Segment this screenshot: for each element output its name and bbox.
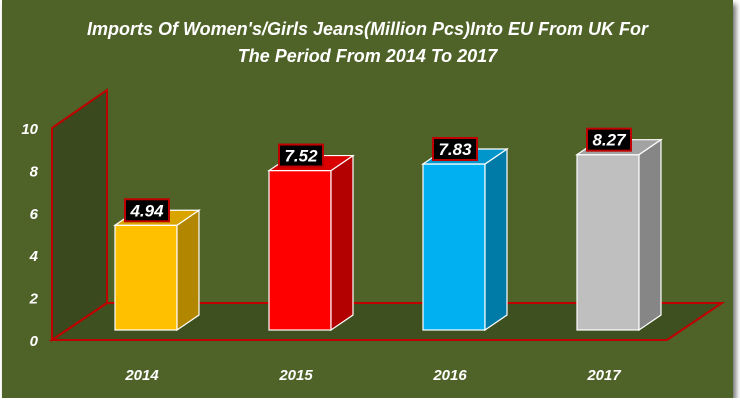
x-tick-label: 2016 (432, 367, 467, 384)
floor (48, 302, 726, 341)
bar-2014 (114, 224, 178, 331)
bar-2015 (268, 169, 332, 331)
bar-side-2014 (176, 209, 200, 332)
y-tick-label: 10 (21, 121, 38, 138)
chart-frame: Imports Of Women's/Girls Jeans(Million P… (2, 0, 733, 398)
bar-side-2015 (330, 154, 354, 332)
bar-side-2017 (638, 138, 662, 332)
data-label-box (432, 137, 478, 162)
y-tick-label: 2 (29, 291, 39, 308)
bar-2016 (422, 163, 486, 331)
bar-side-2016 (484, 147, 508, 332)
x-tick-label: 2014 (124, 367, 159, 384)
data-label-box (124, 198, 170, 223)
data-label-box (278, 143, 324, 168)
x-tick-label: 2017 (586, 367, 621, 384)
y-tick-label: 8 (30, 163, 39, 180)
bottom-strip (0, 398, 740, 407)
data-label: 7.52 (284, 147, 318, 166)
chart-title: Imports Of Women's/Girls Jeans(Million P… (86, 19, 648, 66)
data-label: 7.83 (438, 140, 472, 159)
y-tick-label: 0 (30, 333, 39, 350)
x-tick-label: 2015 (278, 367, 313, 384)
y-tick-label: 4 (29, 248, 39, 265)
back-wall (51, 88, 108, 342)
chart-plot: 0 2 4 6 8 10 4.94 2014 7.52 2015 7.83 2016 8.27 2017 (21, 88, 726, 384)
data-label-box (586, 127, 632, 152)
data-label: 8.27 (592, 131, 627, 150)
bar-2017 (576, 154, 640, 331)
y-tick-label: 6 (30, 206, 39, 223)
data-label: 4.94 (129, 201, 164, 220)
